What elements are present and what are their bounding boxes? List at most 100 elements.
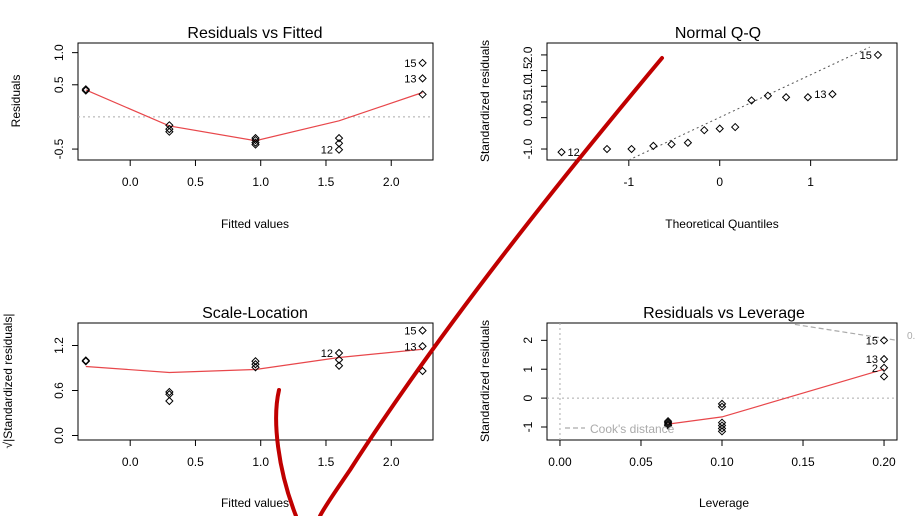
cooks-distance-value: 0. xyxy=(907,331,915,342)
y-tick-label: 0.0 xyxy=(521,109,535,126)
data-point xyxy=(627,144,636,154)
data-point xyxy=(418,366,427,376)
point-label: 12 xyxy=(321,145,333,157)
x-tick-label: 1.5 xyxy=(318,175,335,189)
panel-title: Residuals vs Fitted xyxy=(187,25,322,42)
chart-marks: 15 13 12 xyxy=(81,326,427,406)
y-tick-label: -1.0 xyxy=(521,138,535,159)
x-tick-label: 2.0 xyxy=(383,455,400,469)
y-ticks: -0.5 0.5 1.0 xyxy=(52,44,78,159)
data-point xyxy=(663,419,673,429)
data-point xyxy=(334,133,344,143)
x-ticks: 0.0 0.5 1.0 1.5 2.0 xyxy=(122,160,400,189)
cooks-distance-legend: Cook's distance xyxy=(590,422,675,436)
plot-frame xyxy=(546,42,898,161)
y-axis-label: Standardized residuals xyxy=(478,320,492,442)
data-point xyxy=(251,357,260,366)
data-point xyxy=(81,356,91,365)
data-point xyxy=(165,124,174,134)
x-axis-label: Fitted values xyxy=(221,496,289,510)
y-tick-label: 2 xyxy=(521,337,535,344)
chart-marks: 15 132 xyxy=(547,323,898,440)
panel-title: Scale-Location xyxy=(202,305,308,322)
data-point xyxy=(251,360,260,369)
point-label: 12 xyxy=(321,348,333,360)
data-point xyxy=(418,90,427,99)
y-tick-label: 1.2 xyxy=(52,337,66,354)
annotation-stroke xyxy=(274,388,298,516)
point-label: 15 xyxy=(404,326,416,338)
data-point xyxy=(165,387,174,397)
chart-marks: 15 13 12 xyxy=(78,58,433,157)
data-point xyxy=(251,363,260,372)
panel-title: Residuals vs Leverage xyxy=(643,305,805,322)
data-point xyxy=(717,427,727,436)
x-tick-label: 0.20 xyxy=(872,455,896,469)
y-tick-label: 2.0 xyxy=(521,46,535,63)
data-point xyxy=(873,50,883,60)
panel-residuals-vs-leverage: Residuals vs Leverage Leverage Standardi… xyxy=(478,305,915,510)
data-point xyxy=(717,424,727,433)
point-label: 15 xyxy=(860,50,872,62)
data-point xyxy=(251,138,260,147)
x-tick-label: 1.0 xyxy=(252,175,269,189)
data-point xyxy=(81,86,91,95)
data-point xyxy=(879,336,889,345)
panel-normal-qq: Normal Q-Q Theoretical Quantiles Standar… xyxy=(478,25,898,231)
data-point xyxy=(717,399,727,409)
x-ticks: 0.00 0.05 0.10 0.15 0.20 xyxy=(548,440,896,469)
y-ticks: -1 0 1 2 xyxy=(521,337,547,432)
data-point xyxy=(165,127,174,136)
x-tick-label: 0.0 xyxy=(122,175,139,189)
x-tick-label: 0.15 xyxy=(791,455,815,469)
data-point xyxy=(418,58,427,68)
x-ticks: -1 0 1 xyxy=(623,160,814,189)
data-point xyxy=(418,326,427,335)
data-point xyxy=(602,144,612,154)
annotation-stroke xyxy=(318,56,664,516)
point-label: 13 xyxy=(404,73,416,85)
point-label: 15 xyxy=(866,335,878,347)
point-label: 2 xyxy=(872,363,878,375)
data-point xyxy=(667,140,676,149)
y-tick-label: 1.0 xyxy=(52,44,66,61)
x-tick-label: 0.5 xyxy=(187,455,204,469)
chart-marks: 12 13 15 xyxy=(557,46,883,161)
panel-scale-location: Scale-Location Fitted values √|Standardi… xyxy=(1,305,434,510)
data-point xyxy=(700,125,709,135)
data-point xyxy=(81,85,91,94)
x-tick-label: -1 xyxy=(623,175,634,189)
data-point xyxy=(251,140,260,149)
data-point xyxy=(715,124,724,133)
data-point xyxy=(418,74,427,83)
data-point xyxy=(165,396,174,406)
y-tick-label: -0.5 xyxy=(52,138,66,159)
x-axis-label: Theoretical Quantiles xyxy=(665,217,778,231)
smooth-line xyxy=(85,348,423,374)
data-point xyxy=(717,421,727,430)
plot-frame xyxy=(77,42,434,161)
x-tick-label: 1.5 xyxy=(318,455,335,469)
data-point xyxy=(334,361,344,370)
data-point xyxy=(557,147,566,157)
y-axis-label: √|Standardized residuals| xyxy=(1,314,15,449)
x-tick-label: 0.5 xyxy=(187,175,204,189)
y-tick-label: 0.6 xyxy=(52,382,66,399)
data-point xyxy=(879,354,889,364)
smooth-line xyxy=(85,89,423,142)
point-label: 13 xyxy=(404,341,416,353)
x-tick-label: 0 xyxy=(716,175,723,189)
x-tick-label: 0.05 xyxy=(629,455,653,469)
panel-title: Normal Q-Q xyxy=(675,25,761,42)
data-point xyxy=(165,121,174,130)
x-ticks: 0.0 0.5 1.0 1.5 2.0 xyxy=(122,440,400,469)
point-label: 12 xyxy=(568,147,580,159)
x-tick-label: 2.0 xyxy=(383,175,400,189)
point-label: 15 xyxy=(404,58,416,70)
data-point xyxy=(828,89,837,99)
cooks-distance-line xyxy=(794,323,898,341)
data-point xyxy=(803,93,813,102)
y-tick-label: 1.5 xyxy=(521,62,535,79)
y-tick-label: -1 xyxy=(521,421,535,432)
y-axis-label: Residuals xyxy=(9,75,23,128)
